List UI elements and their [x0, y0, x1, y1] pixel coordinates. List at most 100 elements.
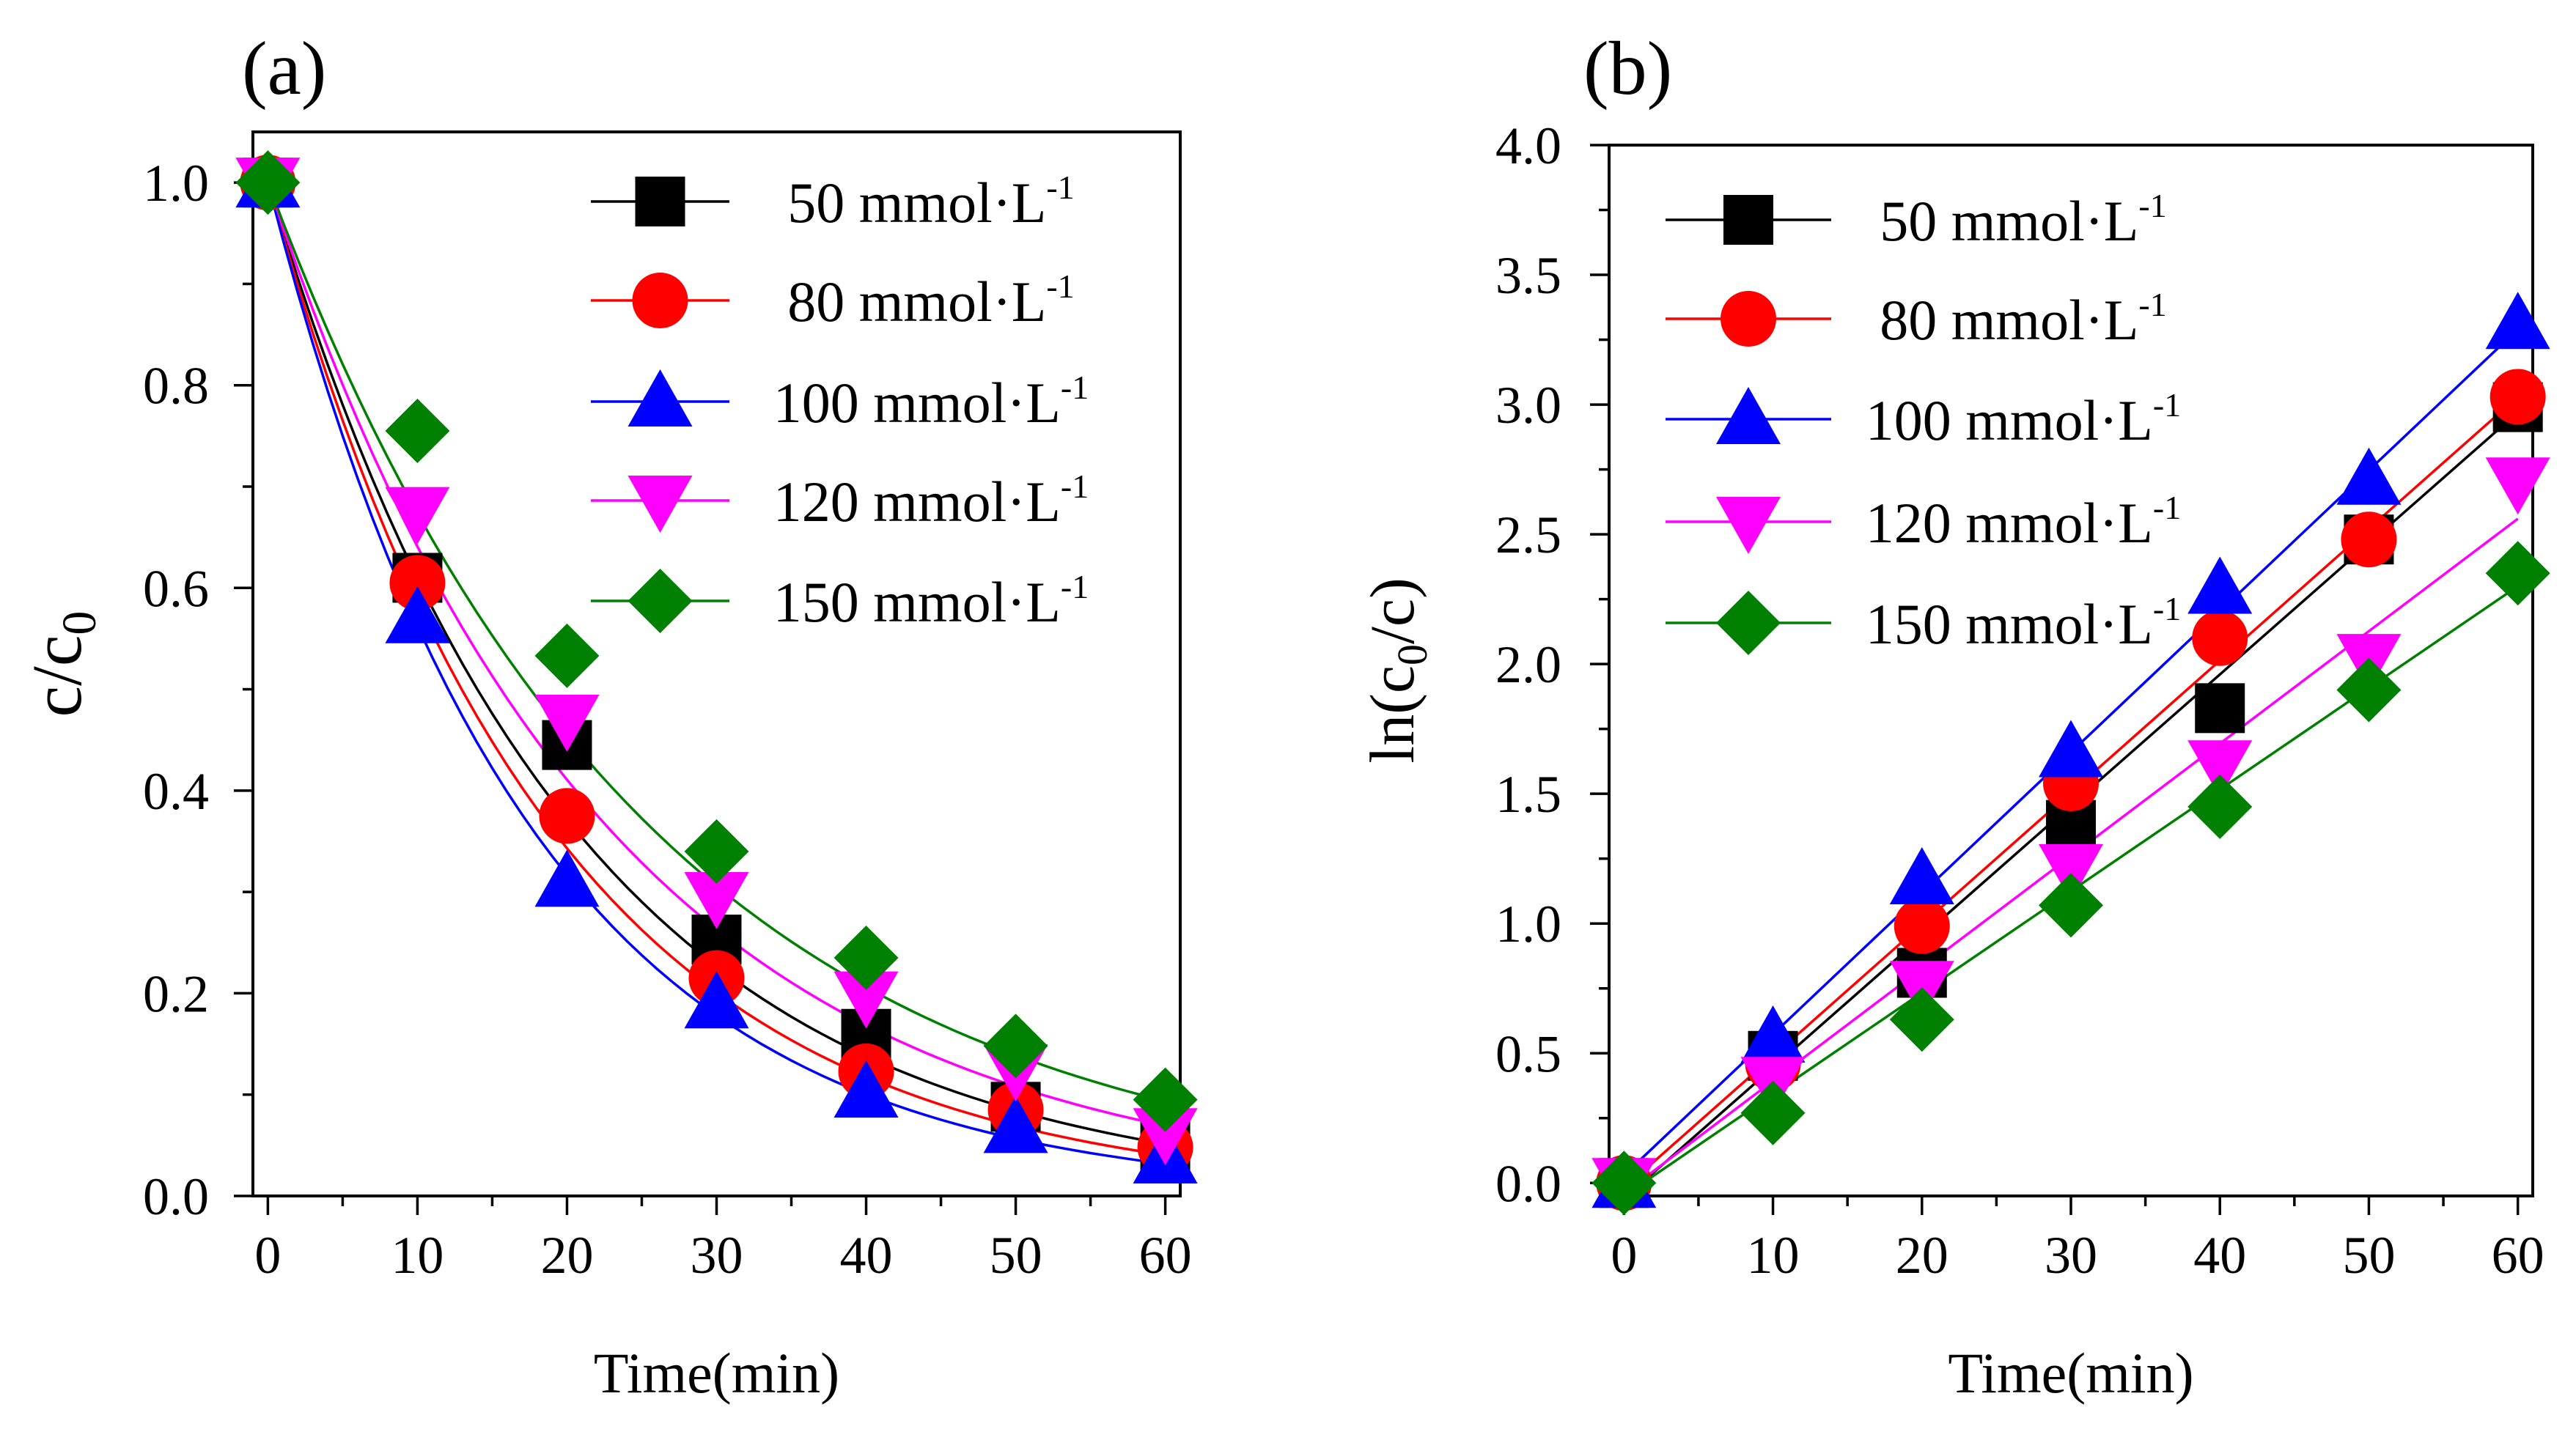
- panel-label: (b): [1583, 26, 1672, 111]
- x-axis-title: Time(min): [1948, 1341, 2193, 1405]
- x-tick-label: 30: [691, 1226, 743, 1285]
- data-point: [1133, 1108, 1198, 1166]
- data-point: [385, 586, 450, 643]
- data-point: [1740, 1080, 1806, 1145]
- data-point: [2485, 541, 2550, 606]
- legend-label: 150 mmol·L-1: [1866, 590, 2181, 656]
- x-tick-label: 30: [2045, 1226, 2097, 1285]
- panel-b-chart: 0 10 20 30 40 50 60 0.0 0.5 1.0 1.5 2.0 2.5 3.0 3.5 4.0…: [1357, 26, 2550, 1405]
- data-point: [539, 788, 595, 844]
- y-tick-label: 3.0: [1495, 376, 1561, 435]
- legend-marker: [628, 569, 693, 633]
- legend-label: 80 mmol·L-1: [1880, 286, 2166, 352]
- data-point: [2485, 457, 2550, 515]
- data-point: [833, 971, 899, 1029]
- legend-marker: [1721, 291, 1776, 347]
- data-point: [1889, 847, 1954, 905]
- data-point: [2341, 512, 2397, 568]
- data-point: [684, 819, 749, 884]
- y-tick-label: 0.4: [143, 762, 209, 821]
- data-point: [389, 555, 446, 611]
- legend-label: 50 mmol·L-1: [1880, 187, 2166, 253]
- series-4: [1591, 541, 2550, 1216]
- data-point: [833, 1060, 899, 1118]
- y-tick-label: 0.8: [143, 357, 209, 416]
- legend-label: 120 mmol·L-1: [773, 468, 1089, 533]
- data-point: [2485, 292, 2550, 350]
- data-point: [385, 487, 450, 544]
- y-tick-label: 3.5: [1495, 246, 1561, 305]
- y-tick-label: 1.0: [1495, 895, 1561, 953]
- x-tick-label: 50: [990, 1226, 1042, 1285]
- x-tick-label: 10: [391, 1226, 444, 1285]
- legend-marker: [628, 369, 693, 427]
- data-point: [2187, 774, 2253, 839]
- y-tick-label: 1.5: [1495, 765, 1561, 824]
- legend-label: 150 mmol·L-1: [773, 568, 1089, 634]
- data-point: [1591, 1151, 1657, 1216]
- data-point: [534, 849, 600, 907]
- legend-marker: [1716, 591, 1781, 655]
- x-tick-label: 10: [1747, 1226, 1800, 1285]
- data-point: [684, 872, 749, 930]
- legend-marker: [1716, 387, 1781, 444]
- data-point: [534, 695, 600, 753]
- data-point: [1133, 1067, 1198, 1132]
- x-axis-title: Time(min): [594, 1341, 839, 1405]
- series-4: [235, 150, 1198, 1132]
- data-point: [534, 623, 600, 688]
- data-point: [2489, 369, 2546, 425]
- x-tick-label: 20: [1896, 1226, 1948, 1285]
- legend-label: 50 mmol·L-1: [787, 169, 1074, 235]
- y-tick-label: 0.0: [1495, 1154, 1561, 1213]
- data-point: [2192, 610, 2248, 666]
- x-tick-label: 40: [840, 1226, 893, 1285]
- data-point: [684, 971, 749, 1029]
- y-tick-label: 2.5: [1495, 506, 1561, 564]
- legend-marker: [1716, 497, 1781, 554]
- data-point: [983, 1096, 1048, 1153]
- x-tick-label: 0: [254, 1226, 281, 1285]
- data-point: [1894, 898, 1950, 954]
- legend-marker: [1723, 195, 1773, 245]
- y-tick-label: 0.2: [143, 964, 209, 1023]
- x-tick-label: 60: [1139, 1226, 1192, 1285]
- data-point: [2187, 556, 2253, 614]
- panel-label: (a): [242, 26, 326, 111]
- data-point: [2336, 657, 2402, 723]
- legend-label: 120 mmol·L-1: [1866, 489, 2181, 555]
- series-2: [235, 150, 1198, 1184]
- legend-label: 100 mmol·L-1: [773, 369, 1089, 435]
- data-point: [2187, 740, 2253, 798]
- y-tick-label: 2.0: [1495, 635, 1561, 694]
- data-point: [2039, 873, 2103, 938]
- legend-label: 80 mmol·L-1: [787, 267, 1074, 333]
- data-point: [2039, 843, 2103, 901]
- legend: 50 mmol·L-1 80 mmol·L-1 100 mmol·L-1 120 mm…: [591, 169, 1089, 634]
- data-point: [2039, 720, 2103, 778]
- y-tick-label: 0.0: [143, 1167, 209, 1226]
- legend-marker: [632, 273, 688, 328]
- y-tick-label: 0.5: [1495, 1024, 1561, 1083]
- y-axis-title: ln(c0/c): [1357, 577, 1436, 763]
- y-axis-title: c/c0: [18, 611, 106, 717]
- data-point: [2336, 447, 2402, 505]
- legend: 50 mmol·L-1 80 mmol·L-1 100 mmol·L-1 120 mm…: [1666, 187, 2181, 656]
- data-point: [1740, 1005, 1806, 1063]
- x-tick-label: 40: [2193, 1226, 2246, 1285]
- panel-a-chart: 0 10 20 30 40 50 60 0.0 0.2 0.4 0.6 0.8 1.0 (a) Time(m…: [18, 26, 1198, 1405]
- y-tick-label: 0.6: [143, 559, 209, 618]
- data-point: [1889, 987, 1954, 1052]
- data-point: [385, 398, 450, 463]
- y-tick-label: 4.0: [1495, 117, 1561, 175]
- x-tick-label: 60: [2492, 1226, 2544, 1285]
- x-tick-label: 50: [2342, 1226, 2395, 1285]
- legend-marker: [635, 177, 685, 226]
- y-tick-label: 1.0: [143, 154, 209, 213]
- legend-marker: [628, 476, 693, 533]
- x-tick-label: 0: [1611, 1226, 1637, 1285]
- x-tick-label: 20: [540, 1226, 593, 1285]
- legend-label: 100 mmol·L-1: [1866, 386, 2181, 452]
- data-point: [833, 926, 899, 991]
